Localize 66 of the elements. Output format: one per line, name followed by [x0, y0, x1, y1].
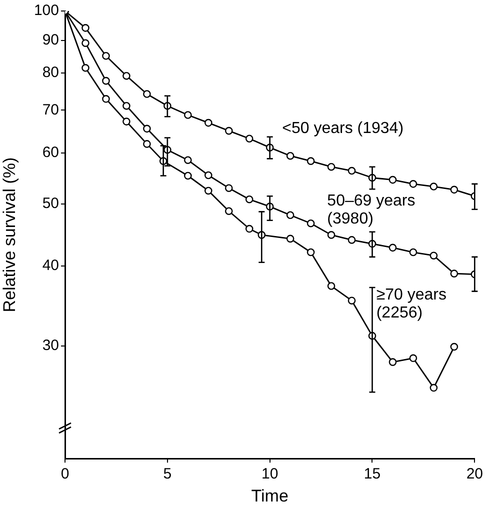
point	[204, 171, 212, 180]
point	[327, 282, 336, 290]
x-tick-label: 10	[261, 466, 278, 483]
point	[388, 358, 397, 366]
x-tick-label: 20	[466, 466, 483, 483]
point	[143, 90, 151, 98]
point	[450, 342, 458, 351]
point	[82, 39, 90, 47]
point	[306, 248, 315, 256]
point	[450, 270, 458, 278]
point	[245, 224, 254, 233]
point	[409, 180, 418, 188]
point	[82, 64, 90, 72]
y-tick-label: 90	[42, 31, 59, 48]
point	[224, 207, 233, 215]
y-axis-title: Relative survival (%)	[0, 157, 19, 312]
point	[348, 236, 356, 244]
point	[348, 166, 356, 175]
point	[122, 102, 130, 110]
point	[286, 152, 294, 160]
point	[245, 195, 254, 204]
point	[184, 111, 192, 119]
point	[450, 186, 458, 194]
point	[102, 95, 110, 103]
series-label: <50 years (1934)	[282, 120, 404, 138]
point	[388, 244, 397, 252]
point	[327, 162, 336, 171]
point	[306, 219, 315, 228]
point	[224, 126, 233, 135]
point	[204, 186, 212, 195]
point	[286, 234, 294, 243]
x-tick-label: 0	[60, 466, 70, 483]
y-tick-label: 80	[42, 64, 59, 82]
point	[306, 157, 315, 165]
y-tick-label: 40	[42, 256, 59, 274]
point	[409, 248, 418, 256]
point	[409, 354, 418, 362]
point	[184, 156, 192, 164]
series-label: ≥70 years (2256)	[376, 286, 446, 322]
y-tick-label: 50	[42, 194, 59, 212]
point	[102, 52, 110, 60]
point	[224, 184, 233, 192]
point	[82, 24, 90, 32]
point	[184, 172, 192, 180]
point	[348, 296, 356, 304]
y-tick-label: 30	[42, 336, 59, 354]
point	[122, 118, 130, 126]
point	[102, 76, 110, 85]
point	[122, 72, 130, 80]
point	[430, 182, 438, 190]
x-tick-label: 5	[163, 466, 172, 483]
y-tick-label: 100	[34, 2, 59, 20]
x-tick-label: 15	[364, 466, 381, 483]
x-axis-title: Time	[251, 486, 288, 506]
point	[388, 176, 397, 184]
point	[430, 252, 438, 260]
point	[245, 134, 254, 143]
y-tick-label: 60	[42, 144, 59, 162]
point	[204, 118, 212, 127]
point	[286, 211, 294, 220]
series-label: 50–69 years (3980)	[327, 192, 416, 228]
point	[327, 231, 336, 239]
point	[143, 140, 151, 148]
point	[430, 384, 438, 392]
point	[143, 124, 151, 133]
y-tick-label: 70	[42, 101, 59, 118]
